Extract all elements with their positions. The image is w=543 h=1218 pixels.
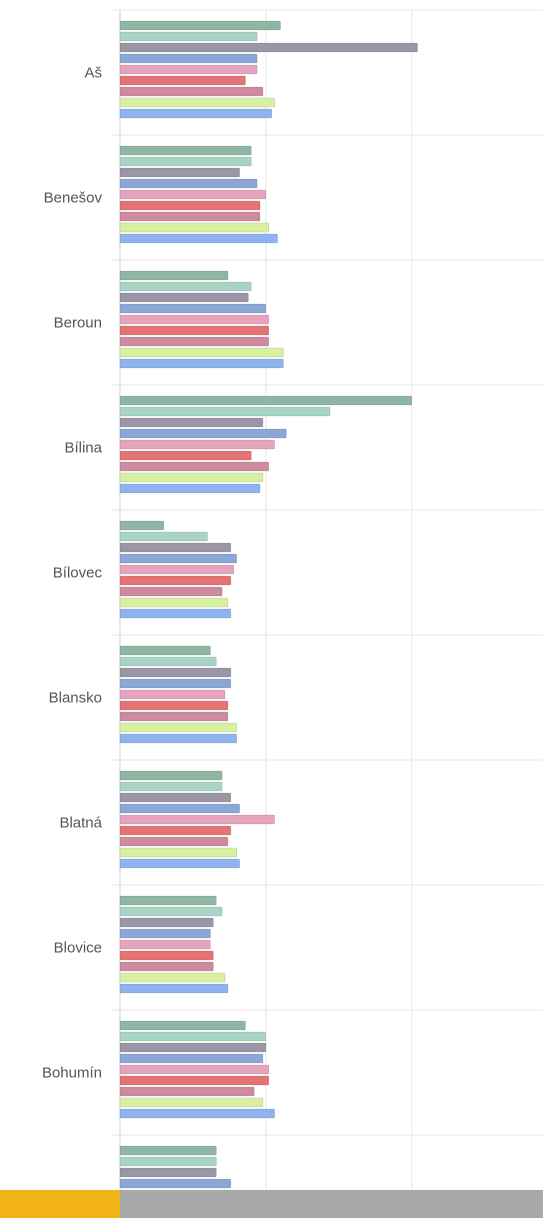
bar	[119, 406, 331, 417]
category-label: Beroun	[54, 315, 102, 332]
bar	[119, 575, 232, 586]
bar	[119, 961, 214, 972]
bar	[119, 189, 267, 200]
bar	[119, 64, 258, 75]
bar	[119, 292, 249, 303]
bar	[119, 417, 264, 428]
bar	[119, 689, 226, 700]
bar	[119, 983, 229, 994]
bar	[119, 1086, 255, 1097]
bar	[119, 645, 211, 656]
bar	[119, 200, 261, 211]
bar	[119, 53, 258, 64]
bottom-bar-accent	[0, 1190, 120, 1218]
bar	[119, 1053, 264, 1064]
bar	[119, 847, 237, 858]
bar	[119, 1075, 270, 1086]
bar	[119, 542, 232, 553]
bar	[119, 1145, 217, 1156]
bar	[119, 20, 281, 31]
bar	[119, 608, 232, 619]
bar	[119, 222, 270, 233]
bar	[119, 156, 252, 167]
bar	[119, 939, 211, 950]
category-label: Aš	[84, 65, 102, 82]
bar	[119, 906, 223, 917]
bar	[119, 42, 418, 53]
bar	[119, 211, 261, 222]
bar	[119, 108, 272, 119]
bar	[119, 1020, 246, 1031]
bar	[119, 678, 232, 689]
bar	[119, 1178, 232, 1189]
bar	[119, 86, 264, 97]
bar	[119, 358, 284, 369]
bar	[119, 336, 270, 347]
bar	[119, 711, 229, 722]
bar	[119, 281, 252, 292]
bar	[119, 325, 270, 336]
bar	[119, 667, 232, 678]
bar	[119, 1042, 267, 1053]
bar	[119, 770, 223, 781]
bar	[119, 520, 165, 531]
bar	[119, 1064, 270, 1075]
category-label: Benešov	[44, 190, 103, 207]
category-label: Bílovec	[53, 565, 103, 582]
bar	[119, 531, 208, 542]
bar	[119, 928, 211, 939]
bar	[119, 917, 214, 928]
bar	[119, 1167, 217, 1178]
category-label: Bílina	[64, 440, 102, 457]
bar	[119, 270, 229, 281]
bar	[119, 722, 237, 733]
bar	[119, 553, 237, 564]
bar	[119, 858, 240, 869]
bar	[119, 792, 232, 803]
bar	[119, 1108, 275, 1119]
category-label: Blatná	[59, 815, 102, 832]
bar	[119, 233, 278, 244]
bar	[119, 428, 287, 439]
category-label: Blansko	[49, 690, 102, 707]
bar	[119, 836, 229, 847]
bar	[119, 450, 252, 461]
bar	[119, 814, 275, 825]
bar	[119, 972, 226, 983]
bar	[119, 700, 229, 711]
bar	[119, 895, 217, 906]
bar	[119, 472, 264, 483]
bar	[119, 586, 223, 597]
bar	[119, 950, 214, 961]
bar	[119, 1097, 264, 1108]
bar	[119, 314, 270, 325]
bar	[119, 178, 258, 189]
bar	[119, 564, 235, 575]
bar	[119, 656, 217, 667]
bar	[119, 461, 270, 472]
category-label: Bohumín	[42, 1065, 102, 1082]
bar	[119, 733, 237, 744]
bar	[119, 75, 246, 86]
category-label: Blovice	[54, 940, 102, 957]
bar	[119, 303, 267, 314]
bar	[119, 395, 413, 406]
bar	[119, 825, 232, 836]
bar	[119, 483, 261, 494]
bar	[119, 1031, 267, 1042]
bar	[119, 97, 275, 108]
bar	[119, 31, 258, 42]
bar	[119, 781, 223, 792]
bar	[119, 803, 240, 814]
bar	[119, 347, 284, 358]
bar	[119, 1156, 217, 1167]
bar	[119, 145, 252, 156]
bar	[119, 167, 240, 178]
bar	[119, 597, 229, 608]
bar	[119, 439, 275, 450]
